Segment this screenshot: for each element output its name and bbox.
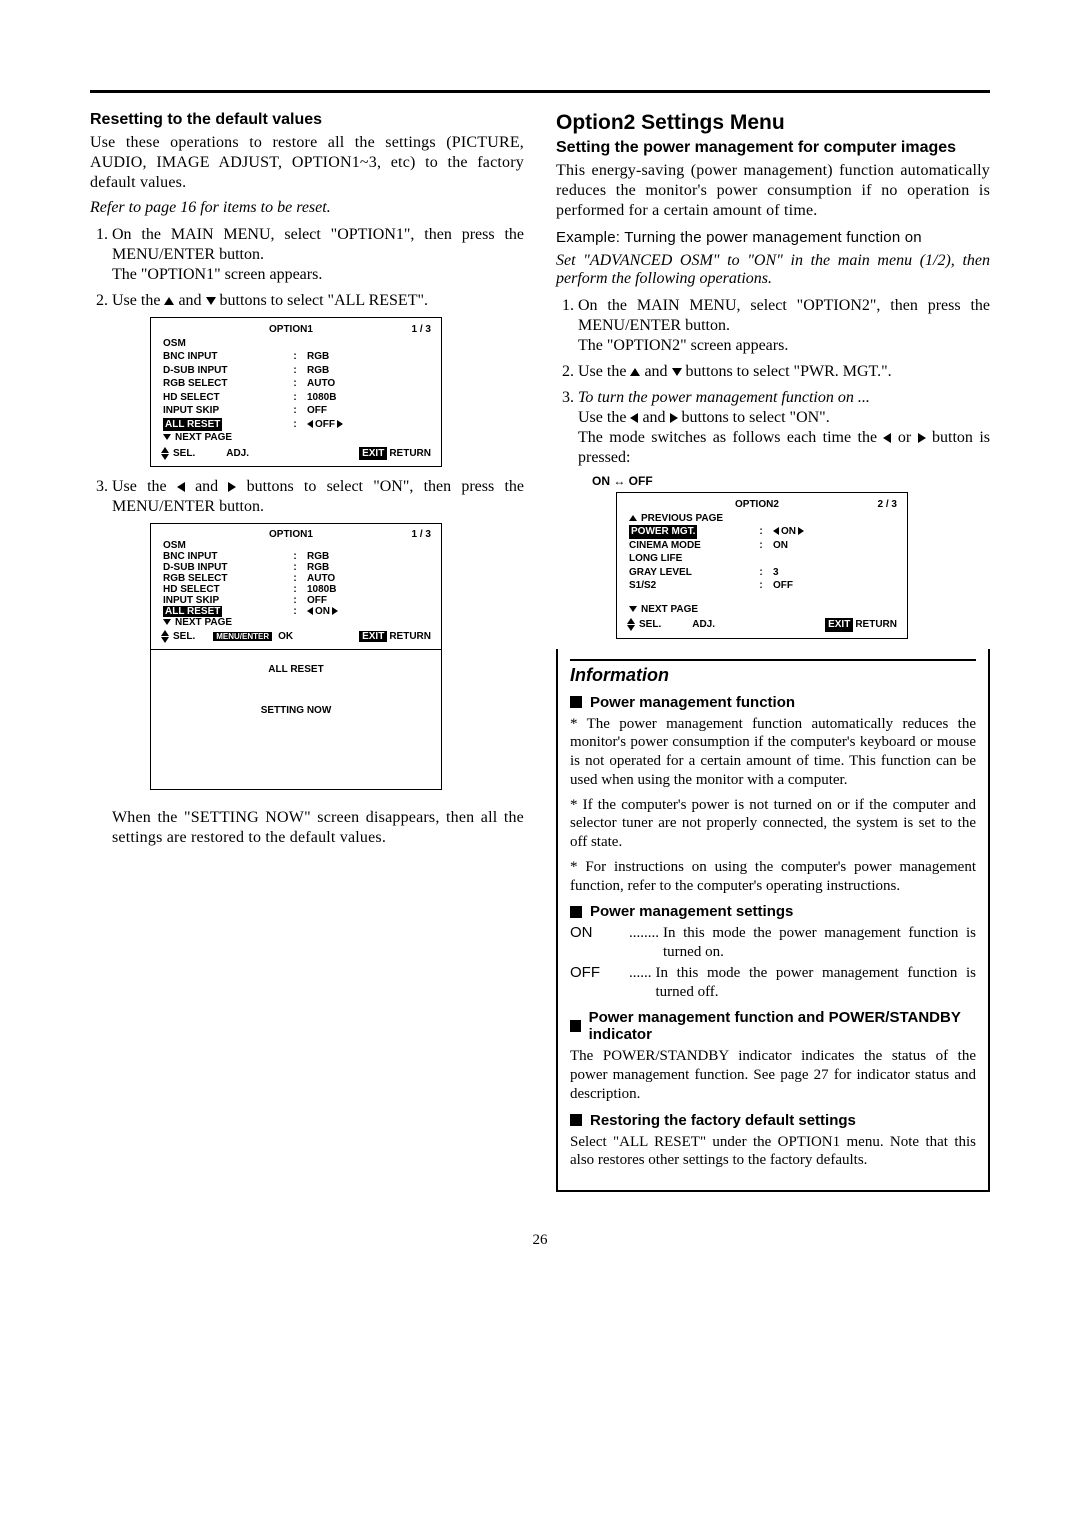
osd1-skip: INPUT SKIP bbox=[161, 404, 289, 418]
osd1-rgb: RGB SELECT bbox=[161, 377, 289, 391]
osd-option1-screen-2: OPTION1 1 / 3 OSM BNC INPUT:RGB D-SUB IN… bbox=[150, 523, 442, 790]
osd2-page: 1 / 3 bbox=[391, 529, 431, 540]
info-p1a: * The power management function automati… bbox=[570, 715, 976, 790]
right-italic: Set "ADVANCED OSM" to "ON" in the main m… bbox=[556, 252, 990, 288]
left-p1: Use these operations to restore all the … bbox=[90, 133, 524, 193]
info-title: Information bbox=[570, 659, 976, 686]
left-step-1: On the MAIN MENU, select "OPTION1", then… bbox=[112, 225, 524, 285]
osd1-footer: SEL. ADJ. EXITRETURN bbox=[161, 447, 431, 461]
right-column: Option2 Settings Menu Setting the power … bbox=[556, 111, 990, 1192]
osd1-allreset-val: OFF bbox=[301, 418, 343, 432]
left-step-2: Use the and buttons to select "ALL RESET… bbox=[112, 291, 524, 311]
osd2-footer: SEL. MENU/ENTER OK EXITRETURN bbox=[161, 630, 431, 643]
osd1-allreset: ALL RESET bbox=[163, 418, 222, 432]
right-heading: Option2 Settings Menu bbox=[556, 111, 990, 135]
left-step-1b: The "OPTION1" screen appears. bbox=[112, 266, 322, 283]
right-step-1: On the MAIN MENU, select "OPTION2", then… bbox=[578, 296, 990, 356]
osd1-bnc: BNC INPUT bbox=[161, 350, 289, 364]
osd2-allreset: ALL RESET bbox=[163, 606, 222, 617]
osd-option1-screen-1: OPTION1 1 / 3 OSM BNC INPUT:RGB D-SUB IN… bbox=[150, 317, 442, 467]
info-h4: Restoring the factory default settings bbox=[570, 1112, 976, 1129]
osd-option2-screen: OPTION2 2 / 3 PREVIOUS PAGE POWER MGT. :… bbox=[616, 492, 908, 639]
osd1-title: OPTION1 bbox=[269, 323, 391, 337]
right-onoff: ON ↔ OFF bbox=[592, 474, 990, 488]
osd2-allreset-label: ALL RESET bbox=[268, 664, 323, 675]
left-column: Resetting to the default values Use thes… bbox=[90, 111, 524, 1192]
right-example: Example: Turning the power management fu… bbox=[556, 229, 990, 246]
info-p3: The POWER/STANDBY indicator indicates th… bbox=[570, 1047, 976, 1103]
osd3-pwrmgt: POWER MGT. bbox=[629, 525, 697, 539]
left-step-1a: On the MAIN MENU, select "OPTION1", then… bbox=[112, 226, 524, 263]
left-step-3: Use the and buttons to select "ON", then… bbox=[112, 477, 524, 517]
info-h3: Power management function and POWER/STAN… bbox=[570, 1009, 976, 1043]
osd1-exit: EXIT bbox=[359, 447, 387, 461]
right-step-3: To turn the power management function on… bbox=[578, 388, 990, 468]
right-step-2: Use the and buttons to select "PWR. MGT.… bbox=[578, 362, 990, 382]
osd2-title: OPTION1 bbox=[269, 529, 391, 540]
info-h2: Power management settings bbox=[570, 903, 976, 920]
right-p1: This energy-saving (power management) fu… bbox=[556, 161, 990, 221]
info-p1b: * If the computer's power is not turned … bbox=[570, 796, 976, 852]
osd1-hd: HD SELECT bbox=[161, 391, 289, 405]
left-heading: Resetting to the default values bbox=[90, 111, 524, 129]
osd2-settingnow: SETTING NOW bbox=[261, 705, 332, 716]
info-p1c: * For instructions on using the computer… bbox=[570, 858, 976, 896]
osd3-footer: SEL. ADJ. EXITRETURN bbox=[627, 618, 897, 632]
osd1-osm: OSM bbox=[161, 337, 289, 351]
osd1-page: 1 / 3 bbox=[391, 323, 431, 337]
osd1-nextpage: NEXT PAGE bbox=[161, 431, 289, 445]
page-number: 26 bbox=[90, 1232, 990, 1249]
osd1-dsub: D-SUB INPUT bbox=[161, 364, 289, 378]
top-rule bbox=[90, 90, 990, 93]
osd3-page: 2 / 3 bbox=[857, 498, 897, 512]
left-p4: When the "SETTING NOW" screen disappears… bbox=[112, 808, 524, 848]
info-on-row: ON ........ In this mode the power manag… bbox=[570, 924, 976, 962]
information-box: Information Power management function * … bbox=[556, 649, 990, 1193]
left-italic: Refer to page 16 for items to be reset. bbox=[90, 199, 524, 217]
info-h1: Power management function bbox=[570, 694, 976, 711]
right-subhead: Setting the power management for compute… bbox=[556, 139, 990, 157]
osd2-menuenter: MENU/ENTER bbox=[213, 632, 272, 641]
info-p4: Select "ALL RESET" under the OPTION1 men… bbox=[570, 1133, 976, 1171]
info-off-row: OFF ...... In this mode the power manage… bbox=[570, 964, 976, 1002]
osd3-title: OPTION2 bbox=[735, 498, 857, 512]
